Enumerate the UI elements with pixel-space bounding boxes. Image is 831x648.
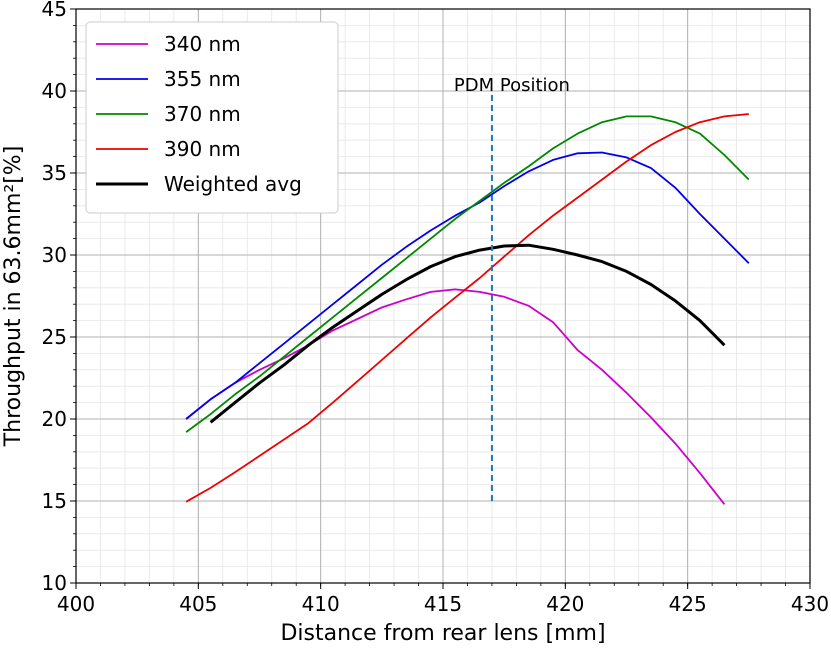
y-tick-label: 10 xyxy=(42,571,67,595)
legend-box xyxy=(85,21,339,214)
x-axis-title: Distance from rear lens [mm] xyxy=(280,621,605,644)
x-tick-label: 420 xyxy=(546,592,584,616)
y-tick-label: 30 xyxy=(42,243,67,267)
x-tick-label: 405 xyxy=(179,592,217,616)
legend: 340 nm 355 nm 370 nm 390 nm Weighted avg xyxy=(85,21,339,214)
x-tick-label: 430 xyxy=(791,592,829,616)
series-layer xyxy=(185,113,750,505)
y-tick-label: 20 xyxy=(42,407,67,431)
x-tick-label: 415 xyxy=(424,592,462,616)
series-line-370-nm xyxy=(185,115,750,433)
legend-label-355-nm: 355 nm xyxy=(164,67,241,91)
series-line-340-nm xyxy=(185,288,726,505)
y-tick-label: 15 xyxy=(42,489,67,513)
annotation-layer: PDM Position xyxy=(454,75,570,501)
y-tick-label: 40 xyxy=(42,79,67,103)
y-tick-label: 25 xyxy=(42,325,67,349)
series-line-weighted-avg xyxy=(209,243,726,424)
legend-label-370-nm: 370 nm xyxy=(164,102,241,126)
series-line-390-nm xyxy=(185,113,749,503)
y-tick-label: 45 xyxy=(42,0,67,21)
y-tick-label: 35 xyxy=(42,161,67,185)
legend-label-340-nm: 340 nm xyxy=(164,32,241,56)
x-tick-label: 400 xyxy=(57,592,95,616)
x-tick-label: 425 xyxy=(669,592,707,616)
y-axis-title: Throughput in 63.6mm²[%] xyxy=(1,146,26,448)
legend-label-390-nm: 390 nm xyxy=(164,137,241,161)
legend-label-weighted-avg: Weighted avg xyxy=(164,172,302,196)
pdm-position-label: PDM Position xyxy=(454,75,570,96)
axis-ticks: 400 405 410 415 420 425 430 10 15 20 25 30 35 40 45 xyxy=(42,0,830,616)
x-tick-label: 410 xyxy=(302,592,340,616)
